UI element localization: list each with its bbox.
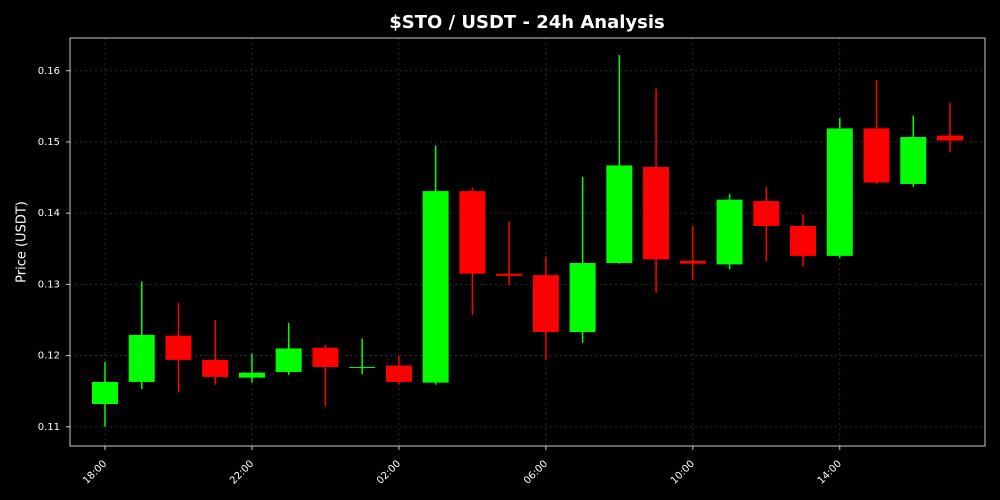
- candle-body: [937, 135, 963, 141]
- y-tick-label: 0.13: [38, 279, 60, 290]
- candle-body: [422, 191, 449, 383]
- candle-body: [238, 372, 265, 378]
- y-axis-label: Price (USDT): [15, 201, 30, 283]
- y-tick-label: 0.14: [38, 208, 60, 219]
- candle-body: [275, 348, 302, 372]
- candle-body: [128, 334, 155, 382]
- chart-title: $STO / USDT - 24h Analysis: [389, 12, 665, 33]
- candle-body: [863, 128, 890, 183]
- candle-body: [92, 381, 118, 404]
- candle-body: [312, 347, 339, 367]
- y-tick-label: 0.11: [38, 422, 60, 433]
- candle-body: [679, 260, 706, 264]
- candle-body: [459, 191, 486, 274]
- candle-body: [643, 166, 670, 260]
- candle-body: [349, 366, 376, 368]
- candle-body: [790, 225, 817, 256]
- candle-body: [606, 165, 633, 264]
- candle-body: [385, 365, 412, 382]
- candle-body: [202, 359, 229, 377]
- candle-body: [165, 335, 192, 360]
- candle-body: [496, 273, 523, 276]
- candle-body: [753, 201, 780, 226]
- plot-frame: [69, 37, 986, 447]
- candle-body: [900, 136, 927, 184]
- y-tick-label: 0.15: [38, 137, 60, 148]
- y-tick-label: 0.12: [38, 351, 60, 362]
- candle-body: [569, 263, 596, 333]
- y-tick-label: 0.16: [38, 66, 60, 77]
- candle-body: [826, 128, 853, 256]
- candle-body: [716, 199, 743, 265]
- candle-body: [532, 275, 559, 333]
